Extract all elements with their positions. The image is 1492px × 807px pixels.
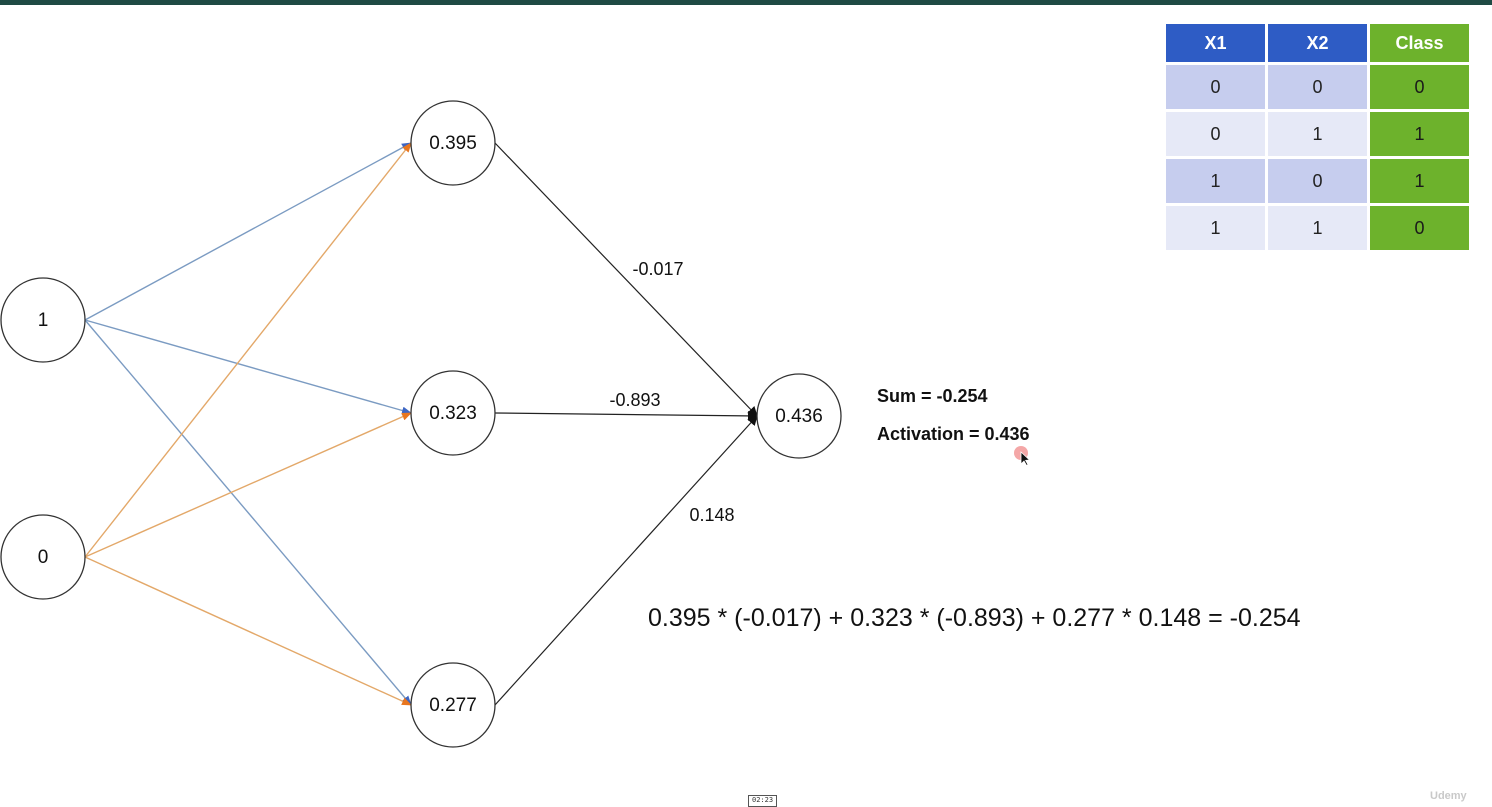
output-node-value: 0.436	[775, 406, 823, 427]
video-timestamp: 02:23	[748, 795, 778, 807]
edge-input-2-to-hidden-3	[84, 556, 412, 706]
header-x2: X2	[1268, 24, 1367, 62]
edge-hidden-1-to-output	[494, 142, 758, 417]
table-cell: 1	[1166, 159, 1265, 203]
xor-truth-table: X1 X2 Class 0 0 0 0 1 1 1 0 1 1 1 0	[1163, 21, 1472, 253]
weight-label-hidden-1: -0.017	[632, 259, 683, 279]
hidden-node-1-circle	[410, 100, 496, 186]
table-cell: 0	[1370, 206, 1469, 250]
table-cell: 1	[1268, 206, 1367, 250]
weighted-sum-formula: 0.395 * (-0.017) + 0.323 * (-0.893) + 0.…	[648, 604, 1301, 632]
weight-label-hidden-3: 0.148	[689, 505, 734, 525]
edge-hidden-2-to-output	[494, 410, 758, 421]
hidden-node-2-circle	[410, 370, 496, 456]
mouse-cursor-icon	[1014, 446, 1031, 466]
weight-labels-layer: -0.017 -0.893 0.148	[609, 259, 734, 525]
table-cell: 1	[1370, 112, 1469, 156]
header-class: Class	[1370, 24, 1469, 62]
edge-hidden-3-to-output	[494, 415, 758, 706]
output-node: 0.436	[756, 373, 842, 459]
table-cell: 0	[1166, 65, 1265, 109]
weight-label-hidden-2: -0.893	[609, 390, 660, 410]
hidden-node-2-value: 0.323	[429, 403, 477, 424]
hidden-node-1-value: 0.395	[429, 133, 477, 154]
table-cell: 0	[1370, 65, 1469, 109]
hidden-node-1: 0.395	[410, 100, 496, 186]
edge-input-1-to-hidden-1	[84, 142, 412, 321]
activation-text: Activation = 0.436	[877, 424, 1030, 444]
top-bar	[0, 0, 1492, 5]
table-cell: 1	[1166, 206, 1265, 250]
input-node-1: 1	[0, 277, 86, 363]
edge-input-1-to-hidden-3	[84, 319, 412, 706]
hidden-node-3-circle	[410, 662, 496, 748]
output-node-circle	[756, 373, 842, 459]
table-cell: 0	[1166, 112, 1265, 156]
table-cell: 1	[1370, 159, 1469, 203]
edges-layer	[84, 142, 758, 706]
hidden-node-2: 0.323	[410, 370, 496, 456]
edge-input-2-to-hidden-1	[84, 142, 412, 558]
table-row: 0 1 1	[1166, 112, 1469, 156]
hidden-node-3-value: 0.277	[429, 695, 477, 716]
hidden-node-3: 0.277	[410, 662, 496, 748]
sum-text: Sum = -0.254	[877, 386, 988, 406]
table-cell: 1	[1268, 112, 1367, 156]
table-cell: 0	[1268, 159, 1367, 203]
input-node-1-circle	[0, 277, 86, 363]
table-row: 0 0 0	[1166, 65, 1469, 109]
input-node-2-circle	[0, 514, 86, 600]
input-node-2: 0	[0, 514, 86, 600]
input-node-1-value: 1	[38, 310, 49, 331]
edge-input-1-to-hidden-2	[84, 319, 412, 415]
table-row: 1 0 1	[1166, 159, 1469, 203]
table-cell: 0	[1268, 65, 1367, 109]
table-row: 1 1 0	[1166, 206, 1469, 250]
nodes-layer: 1 0 0.395 0.323 0.277 0.436	[0, 100, 842, 748]
header-x1: X1	[1166, 24, 1265, 62]
input-node-2-value: 0	[38, 547, 49, 568]
udemy-watermark: Udemy	[1430, 790, 1467, 802]
edge-input-2-to-hidden-2	[84, 412, 412, 558]
table-header-row: X1 X2 Class	[1166, 24, 1469, 62]
